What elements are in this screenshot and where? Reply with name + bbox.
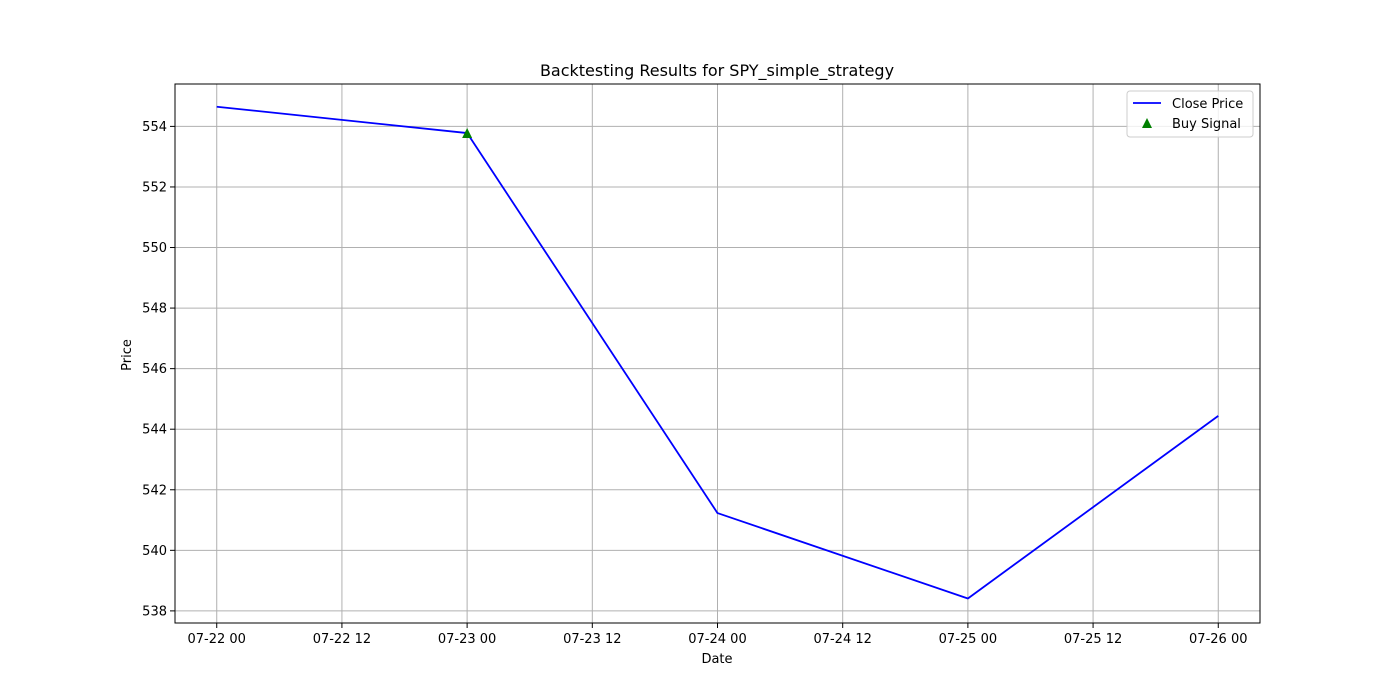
y-tick-label: 554 (142, 120, 167, 135)
y-tick-label: 550 (142, 241, 167, 256)
buy-signal-point (462, 128, 473, 139)
y-axis-label: Price (120, 339, 135, 371)
x-tick-label: 07-24 12 (813, 632, 871, 647)
x-tick-label: 07-23 00 (438, 632, 496, 647)
x-tick-label: 07-24 00 (688, 632, 746, 647)
y-tick-label: 542 (142, 483, 167, 498)
series-line-close-price (216, 105, 1219, 600)
legend: Close Price Buy Signal (1126, 90, 1254, 138)
x-tick-label: 07-26 00 (1189, 632, 1247, 647)
x-tick-label: 07-23 12 (563, 632, 621, 647)
legend-triangle-icon (1142, 118, 1152, 128)
x-axis: 07-22 00 07-22 12 07-23 00 07-23 12 07-24 00… (188, 623, 1247, 647)
grid (175, 84, 1260, 623)
y-tick-label: 548 (142, 302, 167, 317)
x-axis-label: Date (701, 652, 732, 667)
y-tick-label: 552 (142, 180, 167, 195)
series-layer (216, 105, 1219, 600)
x-tick-label: 07-25 00 (939, 632, 997, 647)
chart-title: Backtesting Results for SPY_simple_strat… (540, 61, 894, 81)
y-tick-label: 544 (142, 423, 167, 438)
y-tick-label: 540 (142, 544, 167, 559)
x-tick-label: 07-25 12 (1064, 632, 1122, 647)
y-tick-label: 546 (142, 362, 167, 377)
y-axis: 538 540 542 544 546 548 550 552 554 (142, 120, 175, 619)
legend-entry-close-price: Close Price (1172, 97, 1243, 112)
x-tick-label: 07-22 00 (188, 632, 246, 647)
legend-entry-buy-signal: Buy Signal (1172, 117, 1241, 132)
y-tick-label: 538 (142, 604, 167, 619)
x-tick-label: 07-22 12 (313, 632, 371, 647)
